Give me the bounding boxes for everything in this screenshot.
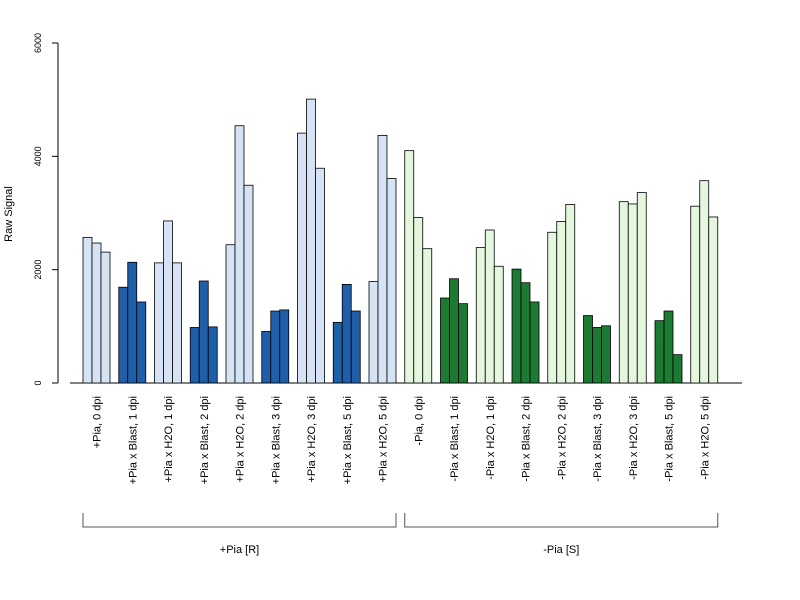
bar — [270, 310, 281, 384]
bar — [529, 301, 540, 384]
category-label: -Pia x H2O, 2 dpi — [556, 396, 568, 480]
bar — [440, 297, 450, 384]
bar — [198, 280, 209, 384]
bar — [207, 326, 218, 384]
bar — [708, 216, 719, 384]
bar — [699, 180, 710, 384]
bar — [172, 262, 182, 384]
bar — [306, 98, 316, 384]
bar — [154, 262, 164, 384]
bar — [332, 321, 343, 384]
bar — [413, 217, 424, 384]
bar — [225, 244, 236, 384]
bar — [91, 242, 102, 384]
bar — [583, 315, 593, 384]
category-label: +Pia x Blast, 3 dpi — [270, 396, 282, 484]
bar — [350, 310, 361, 384]
bar — [654, 320, 665, 384]
y-tick-label: 2000 — [33, 260, 43, 280]
bar — [601, 325, 611, 384]
category-label: -Pia x Blast, 5 dpi — [664, 396, 676, 482]
y-tick-label: 6000 — [33, 33, 43, 53]
bar — [261, 331, 272, 384]
bar — [82, 236, 93, 384]
bars — [82, 98, 719, 384]
category-label: +Pia, 0 dpi — [92, 396, 104, 448]
category-label: +Pia x Blast, 5 dpi — [342, 396, 354, 484]
bar — [565, 204, 576, 384]
bar — [422, 248, 433, 384]
category-label: +Pia x H2O, 3 dpi — [306, 396, 318, 483]
category-label: -Pia x H2O, 5 dpi — [699, 396, 711, 480]
y-axis: 0 2000 4000 6000 — [33, 33, 59, 386]
category-label: +Pia x H2O, 2 dpi — [235, 396, 247, 483]
bar — [163, 220, 173, 384]
bar — [234, 125, 245, 384]
category-label: -Pia x Blast, 2 dpi — [521, 396, 533, 482]
bar — [377, 134, 388, 384]
category-label: -Pia x H2O, 1 dpi — [485, 396, 497, 480]
category-label: +Pia x Blast, 1 dpi — [127, 396, 139, 484]
category-label: -Pia, 0 dpi — [413, 396, 425, 446]
bar — [511, 268, 522, 384]
bar — [484, 229, 495, 384]
group-label: -Pia [S] — [543, 544, 579, 556]
bar — [627, 203, 638, 384]
group-brackets: +Pia [R] -Pia [S] — [82, 513, 719, 556]
bar — [279, 309, 290, 384]
bar — [592, 327, 602, 384]
bar — [386, 178, 397, 384]
bar — [368, 281, 379, 384]
bar — [189, 327, 200, 384]
bar — [690, 205, 701, 384]
bar — [547, 231, 558, 384]
bar — [618, 201, 629, 384]
y-tick-label: 0 — [33, 380, 43, 385]
bar — [449, 278, 459, 384]
y-tick-label: 4000 — [33, 146, 43, 166]
category-label: -Pia x Blast, 3 dpi — [592, 396, 604, 482]
category-label: +Pia x H2O, 5 dpi — [378, 396, 390, 483]
bar — [520, 282, 531, 384]
bar — [556, 221, 567, 384]
group-label: +Pia [R] — [220, 544, 259, 556]
bar — [136, 301, 147, 384]
bar — [127, 261, 138, 384]
bar — [493, 265, 504, 384]
group-bracket — [404, 513, 719, 528]
category-label: -Pia x H2O, 3 dpi — [628, 396, 640, 480]
bar — [663, 310, 674, 384]
bar — [636, 192, 647, 384]
bar — [404, 150, 415, 384]
group-bracket — [82, 513, 397, 528]
bar — [243, 184, 254, 384]
bar — [672, 354, 683, 384]
category-label: +Pia x Blast, 2 dpi — [199, 396, 211, 484]
bar — [475, 247, 486, 384]
bar — [315, 167, 325, 384]
y-axis-title: Raw Signal — [3, 186, 15, 242]
bar — [341, 283, 352, 384]
bar — [118, 286, 129, 384]
category-label: +Pia x H2O, 1 dpi — [163, 396, 175, 483]
bar — [458, 303, 468, 384]
bar — [297, 132, 307, 384]
category-label: -Pia x Blast, 1 dpi — [449, 396, 461, 482]
category-labels: +Pia, 0 dpi +Pia x Blast, 1 dpi +Pia x H2O… — [92, 396, 712, 484]
bar — [100, 251, 111, 384]
